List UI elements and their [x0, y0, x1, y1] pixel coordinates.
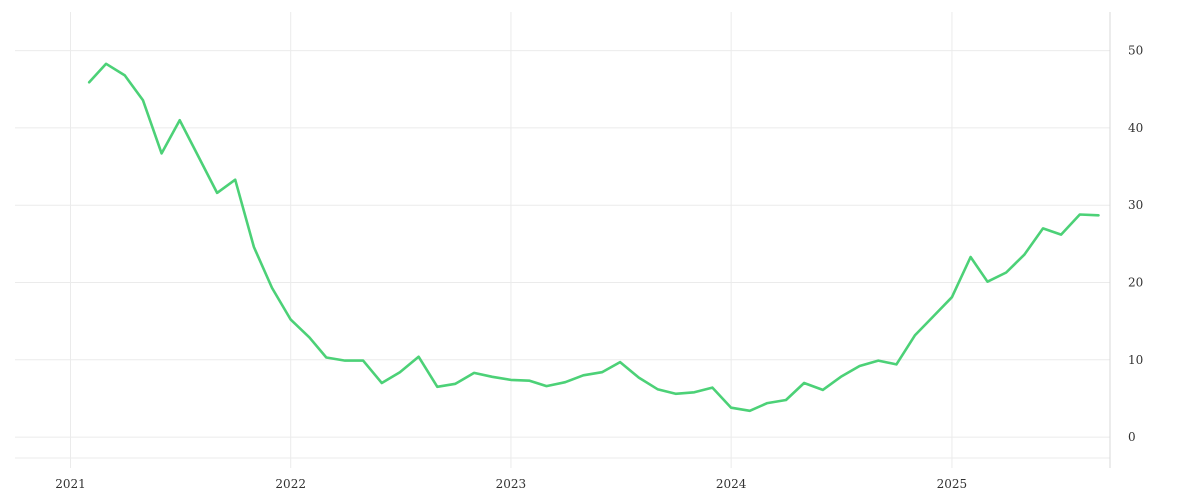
grid-lines [15, 12, 1110, 468]
x-tick-label: 2022 [275, 477, 306, 491]
y-tick-label: 30 [1128, 198, 1143, 212]
y-tick-label: 50 [1128, 44, 1143, 58]
series-line [87, 62, 1100, 413]
tick-labels: 0 10 20 30 40 50 2021 2022 2023 2024 2025 [55, 44, 1143, 491]
y-tick-label: 0 [1128, 430, 1136, 444]
x-tick-label: 2021 [55, 477, 86, 491]
y-tick-label: 10 [1128, 353, 1143, 367]
y-tick-label: 20 [1128, 276, 1143, 290]
y-tick-label: 40 [1128, 121, 1143, 135]
series-lines [87, 62, 1100, 413]
x-tick-label: 2025 [937, 477, 968, 491]
x-tick-label: 2023 [496, 477, 527, 491]
x-tick-label: 2024 [716, 477, 747, 491]
